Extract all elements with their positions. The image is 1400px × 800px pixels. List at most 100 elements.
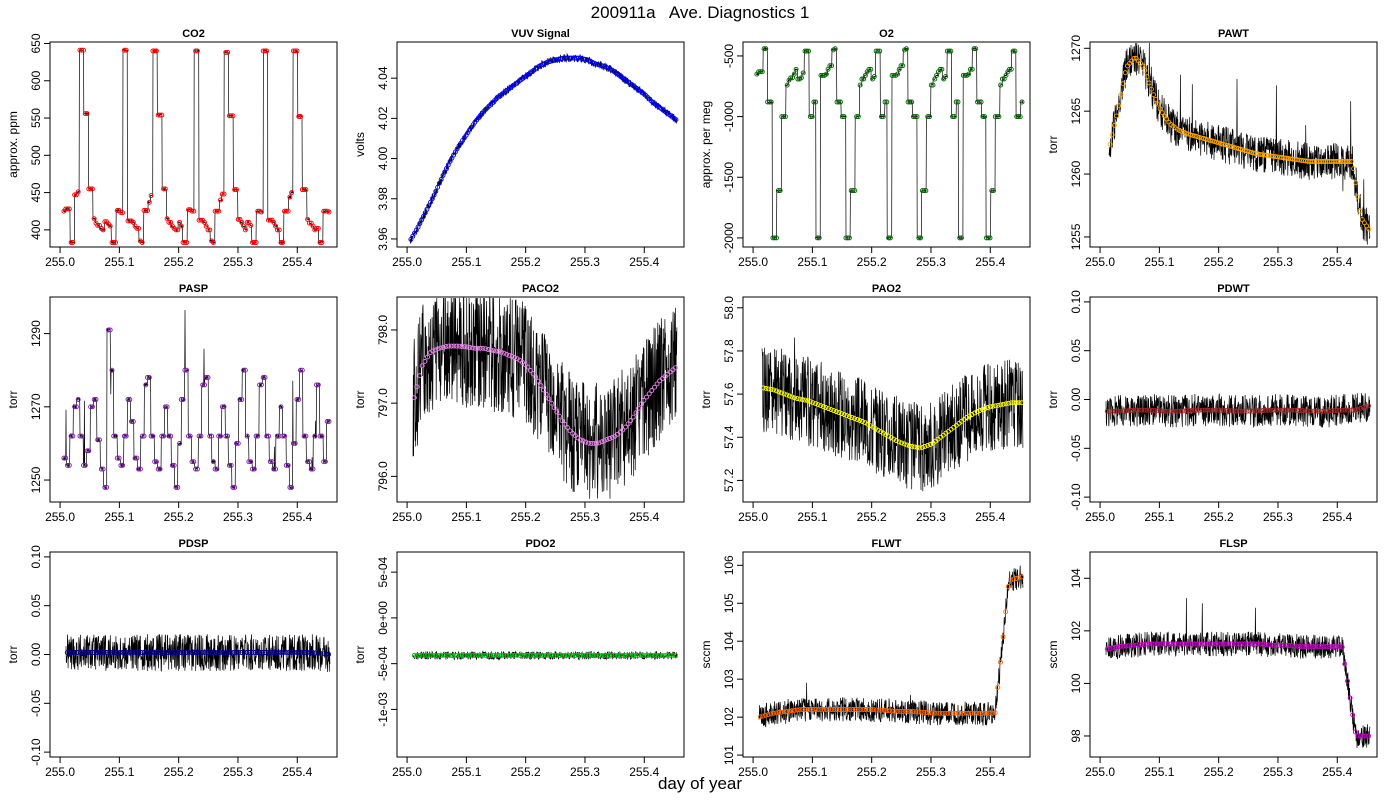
data-point	[604, 652, 610, 658]
data-point	[121, 433, 127, 439]
data-point	[88, 186, 94, 192]
data-point	[258, 209, 264, 215]
data-point	[839, 411, 845, 417]
y-tick-label: 0.10	[29, 545, 43, 569]
data-point	[797, 707, 803, 713]
data-point	[758, 69, 763, 75]
data-point	[78, 650, 83, 655]
y-axis-label: volts	[353, 132, 367, 157]
data-point	[1191, 641, 1197, 647]
data-point	[633, 652, 639, 658]
data-point	[599, 652, 605, 658]
data-point	[477, 652, 483, 658]
data-point	[906, 443, 912, 449]
data-point	[1160, 408, 1166, 414]
data-point	[506, 652, 512, 658]
data-point	[791, 71, 797, 77]
data-point	[1357, 208, 1363, 214]
x-tick-label: 255.1	[797, 765, 827, 779]
data-point	[912, 444, 918, 450]
data-point	[641, 652, 647, 658]
data-point	[1305, 408, 1311, 414]
data-point	[1112, 645, 1118, 650]
data-point	[1366, 733, 1372, 739]
data-point	[916, 709, 922, 715]
data-point	[125, 650, 131, 655]
data-point	[944, 48, 950, 54]
data-point	[992, 710, 998, 716]
data-point	[766, 386, 771, 392]
data-point	[1315, 644, 1321, 650]
data-point	[599, 439, 605, 445]
data-point	[781, 391, 787, 397]
data-point	[1337, 644, 1342, 650]
data-point	[177, 440, 183, 446]
data-point	[1159, 110, 1165, 116]
data-point	[196, 650, 202, 655]
data-point	[1339, 407, 1345, 413]
data-point	[1326, 644, 1332, 650]
data-point	[292, 440, 298, 446]
data-point	[186, 433, 191, 439]
data-point	[1345, 407, 1350, 413]
data-point	[102, 219, 108, 225]
markers	[64, 650, 332, 657]
data-point	[294, 48, 300, 54]
data-point	[810, 707, 816, 712]
data-point	[1170, 408, 1176, 414]
y-tick-label: -1000	[722, 101, 736, 132]
data-point	[776, 389, 782, 395]
data-point	[230, 484, 236, 490]
data-point	[234, 187, 239, 193]
data-point	[100, 466, 106, 472]
data-point	[763, 46, 769, 52]
data-point	[942, 710, 948, 716]
data-point	[506, 352, 512, 358]
data-point	[91, 650, 97, 655]
panel-flwt: FLWT sccm 255.0 255.1 255.2 255.3 255.4 101 102 1…	[699, 538, 1031, 779]
x-tick-label: 255.4	[1322, 255, 1352, 269]
data-point	[255, 433, 261, 439]
data-point	[68, 433, 74, 439]
data-point	[887, 708, 893, 714]
data-point	[1218, 641, 1224, 647]
data-point	[1116, 103, 1122, 109]
data-point	[228, 113, 234, 119]
data-point	[456, 652, 462, 658]
data-point	[909, 443, 915, 449]
data-point	[844, 707, 850, 712]
y-axis-label: torr	[1046, 390, 1060, 408]
panel-title: VUV Signal	[511, 28, 570, 40]
data-point	[1323, 644, 1329, 650]
data-point	[837, 707, 842, 712]
data-point	[254, 650, 260, 655]
data-point	[464, 344, 470, 350]
data-point	[150, 433, 156, 439]
data-point	[210, 650, 215, 655]
y-tick-label: 798.0	[376, 315, 390, 345]
data-point	[86, 448, 92, 454]
y-tick-label: 5e-04	[376, 556, 390, 587]
data-point	[928, 82, 934, 88]
data-point	[652, 384, 657, 390]
data-point	[1264, 152, 1270, 158]
data-point	[196, 433, 202, 439]
data-point	[469, 652, 475, 658]
data-point	[958, 710, 964, 716]
data-point	[1294, 407, 1300, 413]
data-point	[296, 114, 302, 119]
data-point	[768, 99, 774, 105]
data-point	[1305, 644, 1311, 650]
data-point	[1331, 408, 1337, 414]
data-point	[265, 650, 271, 655]
y-axis-label: torr	[699, 390, 713, 408]
data-point	[226, 462, 232, 468]
data-point	[843, 235, 849, 241]
data-point	[916, 235, 922, 241]
y-tick-label: 57.6	[722, 382, 736, 406]
data-point	[1153, 96, 1159, 102]
data-point	[919, 188, 925, 194]
data-point	[1225, 142, 1230, 148]
data-point	[596, 440, 602, 446]
data-point	[630, 652, 636, 658]
